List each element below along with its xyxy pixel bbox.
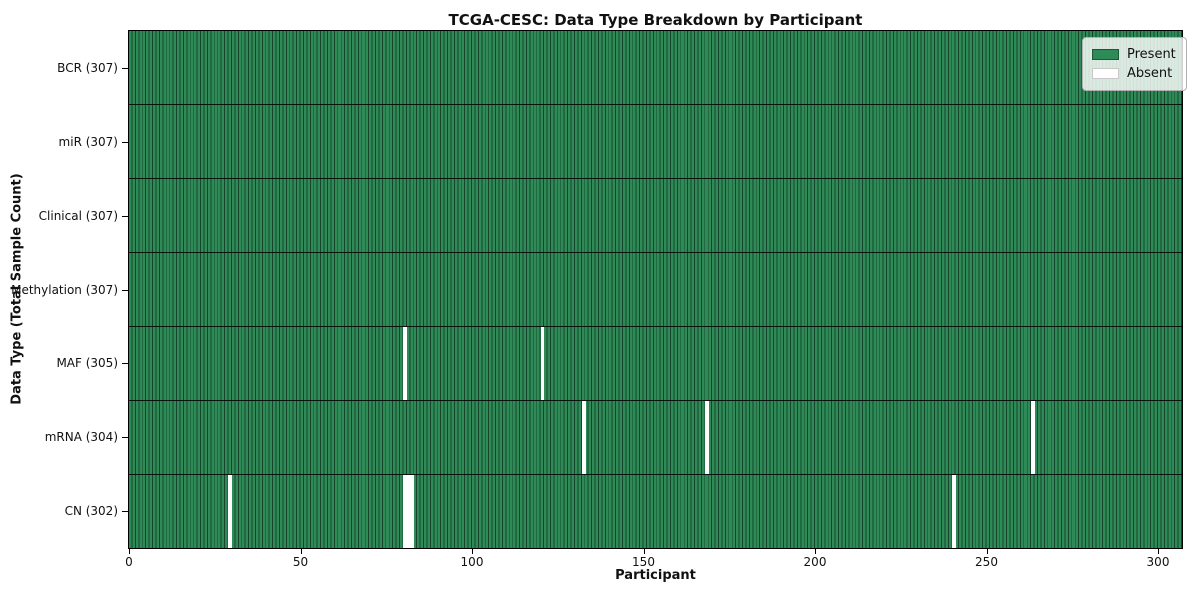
y-tick-mark	[122, 67, 128, 69]
x-tick-mark	[643, 549, 645, 554]
heatmap-row-bcr	[129, 31, 1182, 104]
y-tick-mark	[122, 289, 128, 291]
y-tick-mark	[122, 511, 128, 513]
x-tick-mark	[986, 549, 988, 554]
x-tick-label: 200	[803, 555, 827, 569]
y-tick-mark	[122, 437, 128, 439]
x-tick-label: 50	[292, 555, 309, 569]
heatmap-row-mir	[129, 104, 1182, 178]
legend-swatch-present	[1092, 49, 1119, 60]
x-tick-mark	[1158, 549, 1159, 554]
absent-cell	[581, 401, 586, 474]
legend-swatch-absent	[1092, 68, 1119, 79]
legend-label: Present	[1127, 47, 1176, 62]
y-tick-label-clinical: Clinical (307)	[38, 208, 118, 223]
y-tick-label-bcr: BCR (307)	[57, 60, 118, 75]
heatmap-row-cn	[129, 474, 1182, 548]
legend: Present Absent	[1082, 37, 1187, 91]
y-tick-label-mrna: mRNA (304)	[44, 430, 118, 445]
x-tick-label: 100	[460, 555, 484, 569]
x-tick-mark	[472, 549, 473, 554]
x-tick-mark	[815, 549, 816, 554]
legend-item-present: Present	[1092, 45, 1176, 64]
y-tick-label-mir: miR (307)	[58, 134, 118, 149]
heatmap-plot-area	[128, 30, 1183, 549]
x-tick-mark	[129, 549, 130, 554]
absent-cell	[406, 475, 411, 548]
x-tick-mark	[300, 549, 302, 554]
y-tick-mark	[122, 363, 128, 365]
heatmap-row-methylation	[129, 252, 1182, 326]
absent-cell	[228, 475, 233, 548]
absent-cell	[540, 327, 545, 400]
x-axis-label: Participant	[615, 568, 696, 583]
heatmap-row-maf	[129, 326, 1182, 400]
legend-label: Absent	[1127, 66, 1173, 81]
absent-cell	[1031, 401, 1035, 474]
y-tick-label-maf: MAF (305)	[56, 356, 118, 371]
chart-title: TCGA-CESC: Data Type Breakdown by Partic…	[448, 11, 863, 29]
heatmap-row-mrna	[129, 400, 1182, 474]
legend-item-absent: Absent	[1092, 64, 1176, 83]
heatmap-row-clinical	[129, 178, 1182, 252]
y-tick-label-methylation: Methylation (307)	[11, 282, 118, 297]
absent-cell	[952, 475, 957, 548]
y-tick-label-cn: CN (302)	[64, 504, 118, 519]
y-tick-mark	[122, 141, 128, 143]
absent-cell	[403, 475, 408, 548]
absent-cell	[705, 401, 710, 474]
absent-cell	[410, 475, 415, 548]
y-tick-mark	[122, 215, 128, 217]
x-tick-label: 0	[125, 555, 133, 569]
x-tick-label: 300	[1146, 555, 1170, 569]
absent-cell	[403, 327, 408, 400]
x-tick-label: 150	[632, 555, 655, 569]
x-tick-label: 250	[975, 555, 998, 569]
